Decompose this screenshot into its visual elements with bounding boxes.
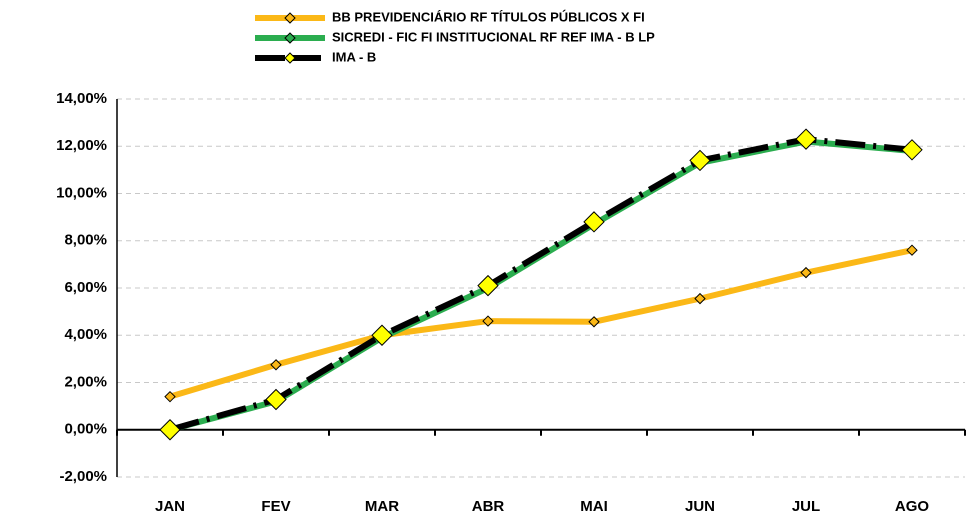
legend-label: IMA - B: [332, 49, 376, 64]
data-point: [901, 139, 923, 161]
x-tick-label: MAR: [365, 498, 399, 515]
x-tick-label: JAN: [155, 498, 185, 515]
x-tick-label: FEV: [261, 498, 290, 515]
data-point: [371, 324, 393, 346]
legend-marker: [284, 52, 296, 64]
data-point: [477, 274, 499, 297]
legend-label: SICREDI - FIC FI INSTITUCIONAL RF REF IM…: [332, 29, 655, 44]
y-tick-label: 8,00%: [64, 232, 107, 249]
series-line: [169, 136, 913, 433]
series-line: [169, 247, 913, 400]
x-tick-label: JUN: [685, 498, 715, 515]
y-tick-label: -2,00%: [59, 468, 107, 485]
y-tick-label: 2,00%: [64, 373, 107, 390]
y-tick-label: 4,00%: [64, 326, 107, 343]
data-point: [689, 149, 711, 172]
data-point: [265, 388, 287, 411]
data-point: [694, 292, 706, 305]
y-tick-label: 10,00%: [56, 184, 107, 201]
x-tick-label: JUL: [792, 498, 820, 515]
data-point: [795, 128, 817, 150]
series-line: [169, 138, 913, 433]
data-point: [906, 244, 918, 256]
data-point: [588, 316, 600, 328]
x-tick-label: MAI: [580, 498, 608, 515]
y-tick-label: 12,00%: [56, 137, 107, 154]
data-point: [583, 211, 605, 233]
y-tick-label: 14,00%: [56, 90, 107, 107]
x-tick-label: AGO: [895, 498, 930, 515]
data-point: [800, 266, 812, 279]
legend-label: BB PREVIDENCIÁRIO RF TÍTULOS PÚBLICOS X …: [332, 9, 645, 24]
legend-marker: [284, 12, 296, 24]
legend-marker: [284, 32, 296, 44]
legend: BB PREVIDENCIÁRIO RF TÍTULOS PÚBLICOS X …: [255, 9, 655, 64]
data-point: [482, 315, 494, 327]
y-tick-label: 0,00%: [64, 421, 107, 438]
y-tick-label: 6,00%: [64, 279, 107, 296]
data-point: [159, 419, 181, 441]
x-tick-label: ABR: [472, 498, 505, 515]
data-point: [270, 359, 282, 371]
data-point: [164, 390, 176, 403]
